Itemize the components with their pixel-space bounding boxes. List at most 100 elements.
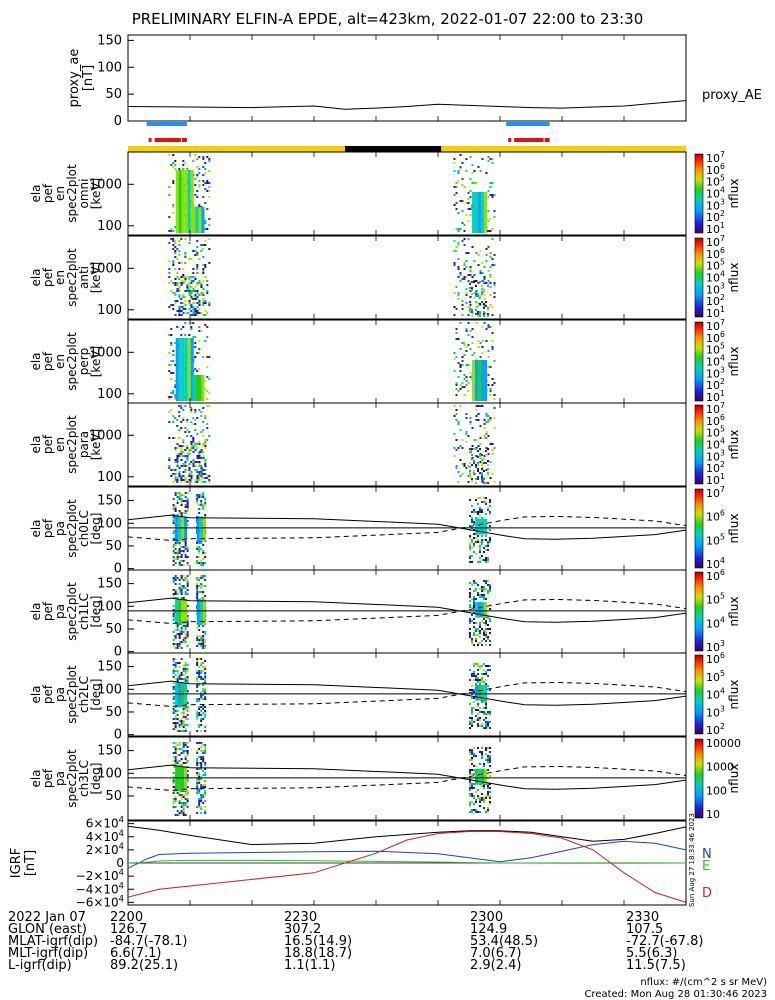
energy-spec-pixel bbox=[192, 417, 195, 419]
pa-spec-pixel bbox=[477, 503, 479, 505]
pa-spec-pixel bbox=[483, 787, 485, 789]
pa-spec-pixel bbox=[182, 550, 185, 552]
pa-spec-pixel bbox=[489, 791, 491, 793]
pa-spec-pixel bbox=[186, 678, 189, 680]
pa-spec-pixel bbox=[469, 620, 471, 622]
pa-spec-pixel bbox=[176, 718, 179, 720]
energy-spec-pixel bbox=[463, 354, 466, 356]
energy-spec-pixel bbox=[202, 180, 205, 182]
energy-spec-pixel bbox=[489, 366, 492, 368]
pa-spec-pixel bbox=[196, 786, 199, 788]
pa-spec-pixel bbox=[198, 726, 201, 728]
energy-spec-pixel bbox=[469, 281, 471, 283]
pa-spec-pixel bbox=[483, 669, 485, 671]
energy-spec-pixel bbox=[190, 298, 193, 300]
energy-spec-pixel bbox=[182, 160, 185, 162]
energy-spec-pixel bbox=[172, 162, 175, 164]
energy-spec-pixel bbox=[178, 262, 181, 264]
pa-spec-pixel bbox=[200, 798, 203, 800]
energy-spec-pixel bbox=[455, 439, 458, 441]
energy-spec-pixel bbox=[178, 473, 181, 475]
pa-spec-pixel bbox=[200, 750, 203, 752]
energy-spec-pixel bbox=[180, 276, 183, 278]
energy-spec-pixel bbox=[194, 294, 197, 296]
energy-spec-band bbox=[192, 375, 196, 401]
pa-spec-pixel bbox=[196, 742, 199, 744]
energy-spec-pixel bbox=[188, 479, 191, 481]
pa-spec-pixel bbox=[180, 587, 183, 589]
pa-spec-pixel bbox=[471, 725, 473, 727]
energy-panel-ylabel: ela bbox=[29, 435, 43, 453]
energy-spec-pixel bbox=[182, 479, 185, 481]
energy-spec-pixel bbox=[467, 481, 470, 483]
energy-spec-pixel bbox=[176, 453, 179, 455]
energy-spec-pixel bbox=[461, 382, 464, 384]
pa-spec-pixel bbox=[182, 720, 185, 722]
pa-spec-pixel bbox=[477, 681, 479, 683]
pa-spec-pixel bbox=[469, 549, 471, 551]
pa-spec-pixel bbox=[198, 672, 201, 674]
energy-spec-pixel bbox=[182, 308, 185, 310]
pa-spec-pixel bbox=[182, 814, 185, 816]
energy-spec-pixel bbox=[180, 262, 183, 264]
energy-colorbar-tick: 102 bbox=[706, 209, 725, 224]
pa-spec-pixel bbox=[477, 584, 479, 586]
pa-spec-pixel bbox=[473, 602, 475, 604]
pa-spec-pixel bbox=[475, 809, 477, 811]
pa-spec-pixel bbox=[479, 799, 481, 801]
pa-spec-pixel bbox=[176, 558, 179, 560]
pa-spec-pixel bbox=[489, 537, 491, 539]
pa-spec-pixel bbox=[487, 559, 489, 561]
energy-spec-pixel bbox=[465, 384, 468, 386]
pa-spec-pixel bbox=[182, 564, 185, 566]
pa-spec-band bbox=[184, 766, 188, 792]
energy-spec-pixel bbox=[487, 285, 489, 287]
pa-spec-pixel bbox=[184, 728, 187, 730]
energy-spec-pixel bbox=[194, 308, 197, 310]
pa-spec-pixel bbox=[473, 618, 475, 620]
pa-spec-pixel bbox=[473, 545, 475, 547]
energy-spec-pixel bbox=[204, 202, 207, 204]
energy-spec-pixel bbox=[176, 479, 179, 481]
pa-spec-pixel bbox=[202, 682, 205, 684]
energy-spec-pixel bbox=[172, 262, 175, 264]
pa-spec-pixel bbox=[473, 606, 475, 608]
pa-spec-pixel bbox=[202, 544, 205, 546]
energy-spec-pixel bbox=[461, 184, 464, 186]
energy-spec-pixel bbox=[457, 266, 460, 268]
energy-spec-pixel bbox=[473, 439, 476, 441]
pa-spec-pixel bbox=[471, 620, 473, 622]
pa-spec-pixel bbox=[471, 517, 473, 519]
pa-spec-pixel bbox=[469, 795, 471, 797]
pa-spec-pixel bbox=[469, 751, 471, 753]
pa-spec-pixel bbox=[471, 673, 473, 675]
energy-spec-pixel bbox=[174, 380, 177, 382]
pa-spec-pixel bbox=[200, 494, 203, 496]
pa-spec-pixel bbox=[184, 792, 187, 794]
pa-spec-pixel bbox=[172, 686, 175, 688]
pa-spec-pixel bbox=[182, 714, 185, 716]
energy-spec-pixel bbox=[479, 461, 482, 463]
pa-spec-pixel bbox=[485, 749, 487, 751]
pa-spec-pixel bbox=[204, 772, 207, 774]
pa-spec-pixel bbox=[477, 513, 479, 515]
energy-spec-pixel bbox=[469, 178, 472, 180]
pa-spec-pixel bbox=[182, 806, 185, 808]
pa-spec-pixel bbox=[204, 660, 207, 662]
energy-spec-pixel bbox=[465, 328, 468, 330]
energy-spec-pixel bbox=[455, 338, 458, 340]
pa-spec-pixel bbox=[483, 638, 485, 640]
pa-spec-pixel bbox=[174, 629, 177, 631]
energy-spec-pixel bbox=[188, 431, 191, 433]
energy-spec-pixel bbox=[198, 453, 201, 455]
pa-spec-pixel bbox=[481, 797, 483, 799]
energy-spec-pixel bbox=[208, 218, 211, 220]
pa-spec-pixel bbox=[178, 544, 181, 546]
energy-spec-pixel bbox=[459, 445, 462, 447]
pa-spec-pixel bbox=[198, 780, 201, 782]
pa-spec-pixel bbox=[176, 542, 179, 544]
pa-spec-pixel bbox=[198, 804, 201, 806]
energy-spec-pixel bbox=[461, 304, 464, 306]
pa-spec-band bbox=[484, 518, 488, 535]
pa-spec-pixel bbox=[204, 706, 207, 708]
